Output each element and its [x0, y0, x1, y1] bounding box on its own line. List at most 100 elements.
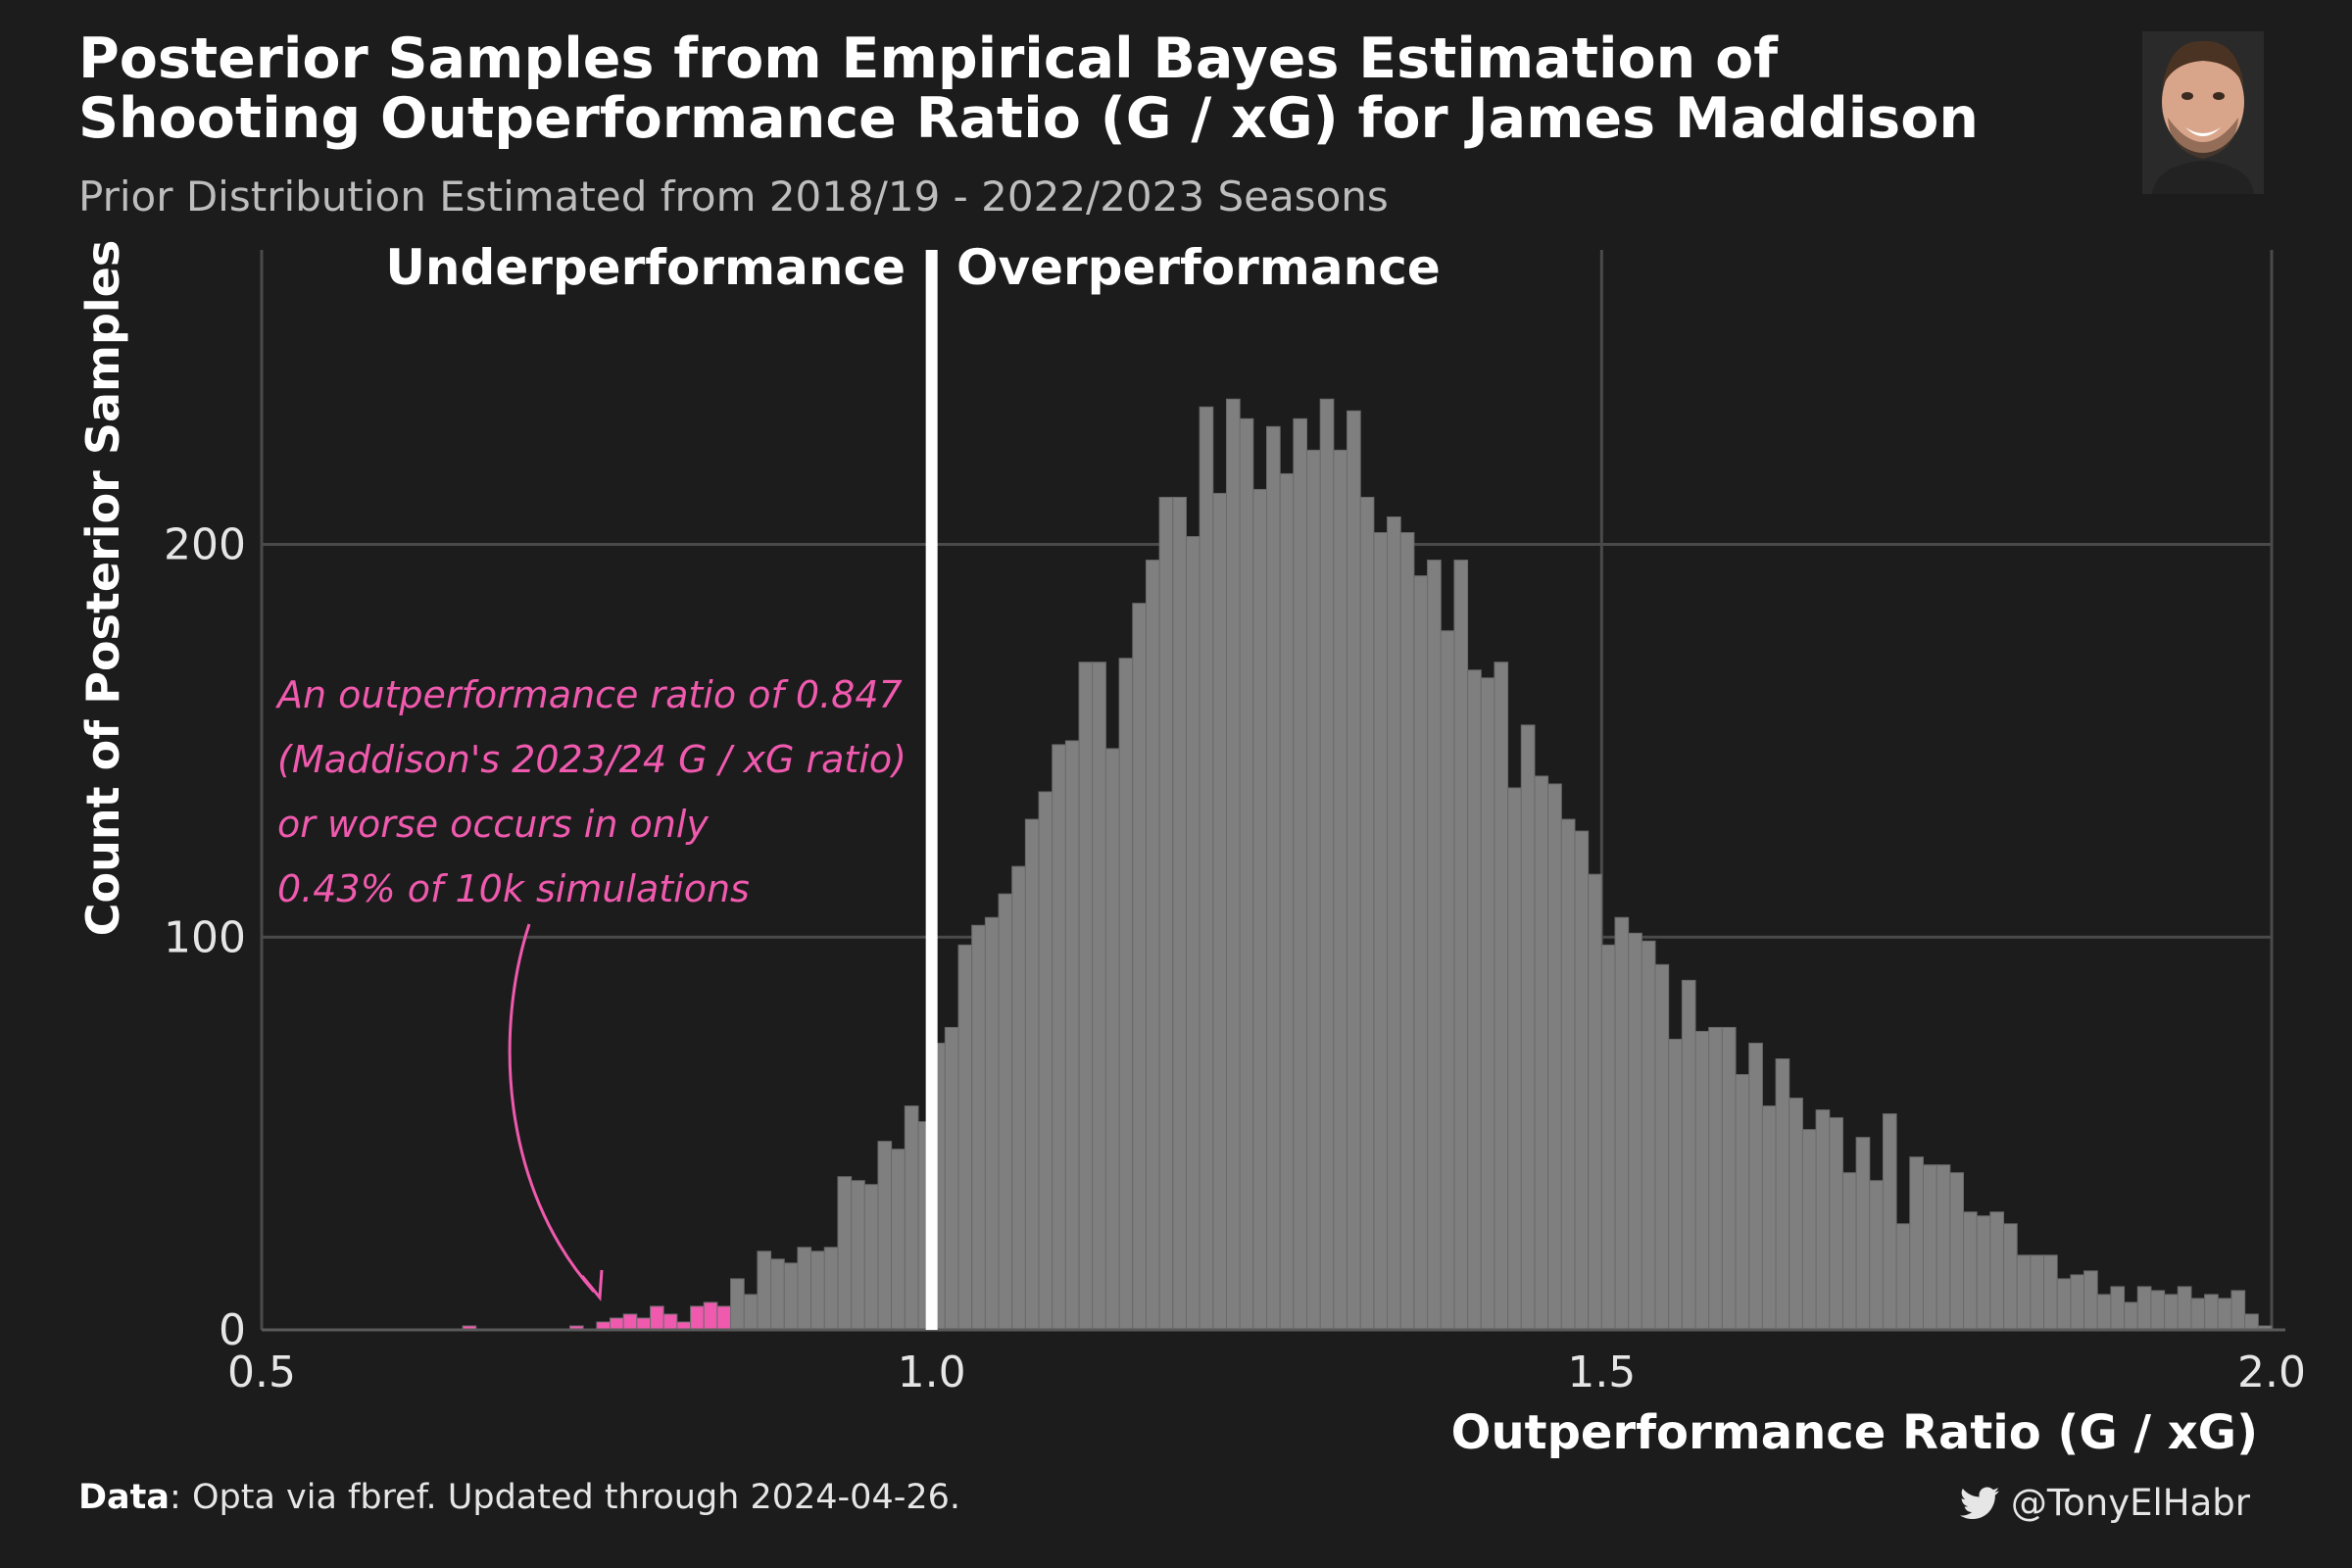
histogram-bar: [650, 1305, 664, 1331]
histogram-bar: [1895, 1223, 1911, 1331]
histogram-bar: [1735, 1074, 1750, 1331]
histogram-bar: [1104, 748, 1120, 1331]
title-line-2: Shooting Outperformance Ratio (G / xG) f…: [78, 86, 1979, 151]
x-tick-label: 1.5: [1567, 1348, 1636, 1397]
x-axis-label: Outperformance Ratio (G / xG): [1450, 1405, 2258, 1460]
histogram-bar: [1293, 417, 1308, 1331]
histogram-bar: [1319, 398, 1335, 1331]
histogram-bar: [1654, 963, 1670, 1331]
chart-subtitle: Prior Distribution Estimated from 2018/1…: [78, 172, 1389, 220]
histogram-bar: [998, 893, 1013, 1331]
histogram-bar: [770, 1258, 785, 1331]
histogram-bar: [1841, 1172, 1857, 1331]
histogram-bar: [2056, 1278, 2072, 1331]
histogram-bar: [636, 1317, 652, 1331]
histogram-bar: [2003, 1223, 2018, 1331]
histogram-bar: [730, 1278, 745, 1331]
chart-title: Posterior Samples from Empirical Bayes E…: [78, 29, 2038, 149]
histogram-bar: [1788, 1098, 1803, 1331]
social-handle[interactable]: @TonyElHabr: [1959, 1482, 2250, 1524]
histogram-bar: [1628, 932, 1642, 1331]
histogram-bar: [1882, 1113, 1897, 1331]
underperformance-label: Underperformance: [385, 239, 906, 296]
histogram-bar: [1547, 783, 1562, 1331]
histogram-bar: [2083, 1270, 2098, 1331]
histogram-bar: [2016, 1254, 2032, 1331]
histogram-bar: [690, 1305, 705, 1331]
histogram-bar: [2043, 1254, 2058, 1331]
histogram-bar: [1949, 1172, 1965, 1331]
histogram-bar: [2164, 1294, 2179, 1331]
histogram-bar: [1494, 662, 1509, 1331]
annotation-line-1: An outperformance ratio of 0.847: [277, 673, 903, 716]
annotation-line-4: 0.43% of 10k simulations: [277, 867, 750, 910]
histogram-bar: [1387, 515, 1401, 1331]
histogram-bar: [1963, 1211, 1978, 1331]
histogram-bar: [1440, 630, 1455, 1331]
histogram-bar: [1359, 496, 1375, 1331]
histogram-bar: [944, 1026, 959, 1331]
histogram-bar: [877, 1141, 893, 1331]
histogram-bar: [2136, 1286, 2152, 1331]
histogram-bar: [2190, 1298, 2206, 1331]
histogram-bar: [1225, 398, 1241, 1331]
x-tick-label: 1.0: [898, 1348, 966, 1397]
histogram-bar: [743, 1294, 759, 1331]
histogram-bar: [1078, 662, 1094, 1331]
annotation-line-2: (Maddison's 2023/24 G / xG ratio): [277, 738, 906, 781]
histogram-bar: [757, 1250, 772, 1331]
histogram-bar: [797, 1247, 812, 1331]
histogram-bar: [1989, 1211, 2005, 1331]
axes: 0 100 200 0.5 1.0 1.5 2.0: [164, 250, 2306, 1397]
histogram-bar: [1052, 744, 1066, 1331]
annotation-arrow: [508, 923, 596, 1293]
histogram-bar: [1976, 1215, 1991, 1331]
histogram-bar: [1534, 775, 1549, 1331]
histogram-bar: [1212, 492, 1227, 1331]
histogram-bar: [1333, 449, 1348, 1331]
histogram-bar: [1748, 1042, 1763, 1331]
histogram-bar: [1694, 1030, 1710, 1331]
x-tick-label: 0.5: [227, 1348, 296, 1397]
annotation-line-3: or worse occurs in only: [277, 803, 709, 846]
histogram-bar: [1641, 940, 1656, 1331]
histogram-bar: [1467, 669, 1482, 1331]
histogram-bar: [1158, 496, 1174, 1331]
annotation-arrowhead: [580, 1269, 604, 1301]
histogram-bar: [1681, 979, 1696, 1331]
histogram-bar: [1279, 472, 1295, 1331]
histogram-bar: [1172, 496, 1187, 1331]
histogram-bar: [783, 1262, 799, 1331]
histogram-bar: [1011, 865, 1026, 1331]
data-source-text: : Opta via fbref. Updated through 2024-0…: [170, 1478, 961, 1517]
histogram-bar: [1507, 787, 1522, 1331]
histogram-bar: [1453, 560, 1469, 1331]
histogram-bar: [891, 1149, 906, 1331]
histogram-bar: [1909, 1156, 1924, 1331]
histogram-bar: [1064, 740, 1080, 1331]
histogram-bar: [984, 916, 1000, 1331]
histogram-bar: [622, 1313, 638, 1331]
histogram-bar: [1815, 1109, 1831, 1331]
histogram-bar: [1347, 410, 1361, 1331]
histogram-bar: [1574, 830, 1590, 1331]
histogram-bar: [2070, 1274, 2085, 1331]
histogram-bar: [1614, 916, 1630, 1331]
histogram-bar: [2110, 1286, 2126, 1331]
histogram-bar: [2177, 1286, 2192, 1331]
histogram-bar: [1588, 873, 1602, 1331]
y-tick-label: 200: [164, 520, 246, 570]
y-axis-label: Count of Posterior Samples: [76, 239, 129, 937]
data-source-label: Data: [78, 1478, 171, 1517]
data-source-caption: Data: Opta via fbref. Updated through 20…: [78, 1478, 960, 1517]
histogram-bar: [1520, 724, 1536, 1331]
histogram-bar: [971, 924, 986, 1331]
histogram-bar: [1775, 1057, 1790, 1331]
histogram-bar: [1801, 1129, 1817, 1331]
title-line-1: Posterior Samples from Empirical Bayes E…: [78, 26, 1779, 91]
histogram-bar: [2096, 1294, 2112, 1331]
overperformance-label: Overperformance: [956, 239, 1441, 296]
histogram-bar: [1118, 658, 1134, 1331]
histogram-bar: [823, 1247, 839, 1331]
histogram-bar: [2150, 1290, 2166, 1331]
